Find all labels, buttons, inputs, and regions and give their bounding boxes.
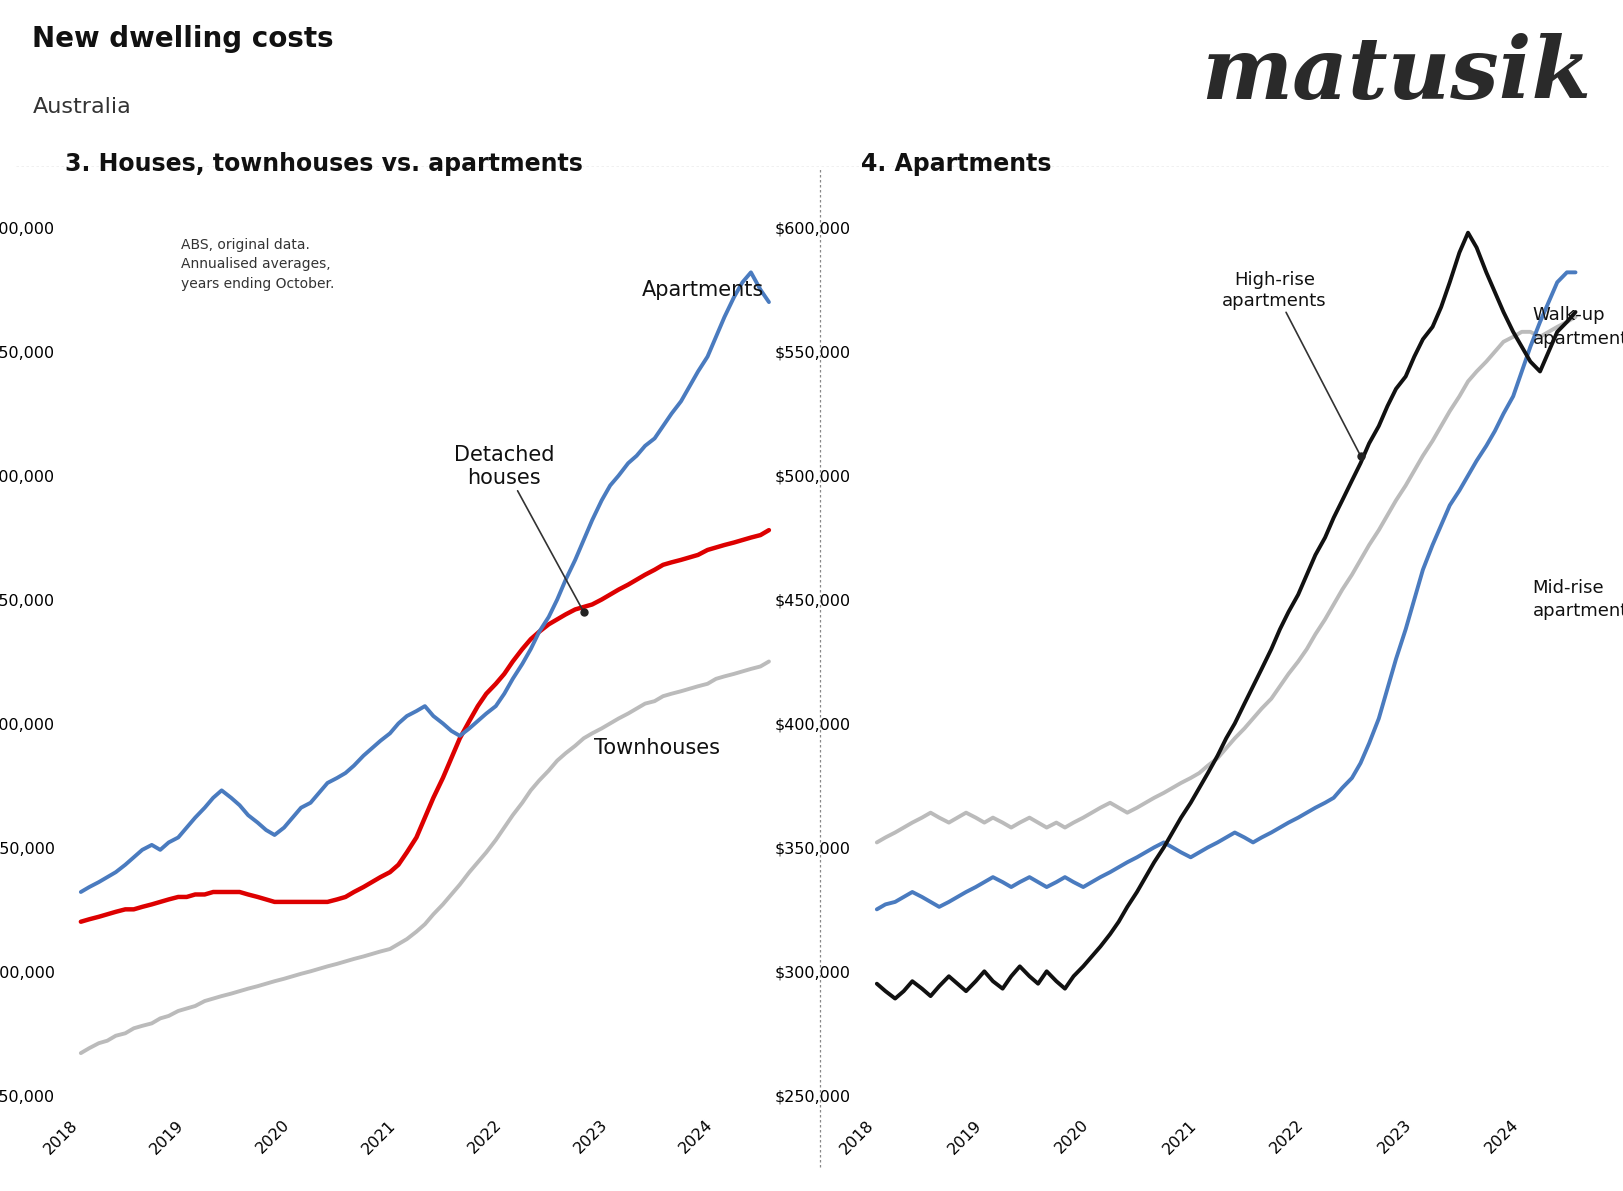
Text: ABS, original data.
Annualised averages,
years ending October.: ABS, original data. Annualised averages,… <box>182 238 334 291</box>
Text: matusik: matusik <box>1201 33 1591 117</box>
Text: New dwelling costs: New dwelling costs <box>32 25 334 54</box>
Text: Mid-rise
apartments: Mid-rise apartments <box>1532 579 1623 621</box>
Text: Detached
houses: Detached houses <box>454 444 583 612</box>
Text: Townhouses: Townhouses <box>594 738 721 759</box>
Text: High-rise
apartments: High-rise apartments <box>1222 270 1360 456</box>
Text: Walk-up
apartments: Walk-up apartments <box>1532 306 1623 348</box>
Text: Apartments: Apartments <box>641 280 764 300</box>
Text: Australia: Australia <box>32 96 131 117</box>
Text: 4. Apartments: 4. Apartments <box>860 152 1050 176</box>
Text: 3. Houses, townhouses vs. apartments: 3. Houses, townhouses vs. apartments <box>65 152 583 176</box>
